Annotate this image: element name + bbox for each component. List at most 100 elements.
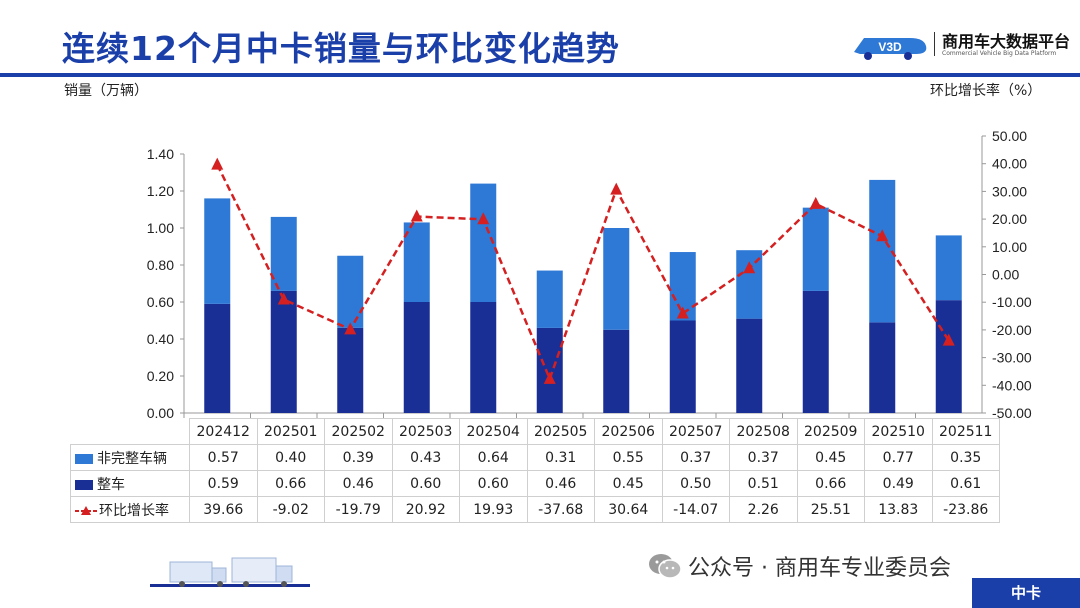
sales-chart: 0.00 0.20 0.40 0.60 0.80 1.00 1.20 1.40 50.00 40.… bbox=[147, 128, 1032, 420]
category-label: 202510 bbox=[864, 418, 933, 445]
right-tick-label: -40.00 bbox=[992, 377, 1032, 393]
rate-value-cell: 30.64 bbox=[594, 496, 663, 523]
account-name: 公众号 · 商用车专业委员会 bbox=[688, 556, 951, 581]
bar-light bbox=[204, 198, 231, 304]
legend-line-label: 环比增长率 bbox=[99, 502, 169, 519]
left-tick-label: 1.40 bbox=[147, 146, 174, 162]
bar-light bbox=[935, 235, 962, 301]
light-value-cell: 0.64 bbox=[459, 444, 528, 471]
dark-value-cell: 0.49 bbox=[864, 470, 933, 497]
right-axis-title: 环比增长率（%） bbox=[930, 83, 1042, 99]
table-row: 整车 0.59 0.66 0.46 0.60 0.60 0.46 0.45 0.50 0.51 0… bbox=[70, 470, 1000, 497]
light-value-cell: 0.40 bbox=[256, 444, 325, 471]
table-row: 环比增长率 39.66 -9.02 -19.79 20.92 19.93 -37.68 30… bbox=[70, 496, 1000, 523]
rate-value-cell: -9.02 bbox=[256, 496, 325, 523]
left-tick-label: 0.80 bbox=[147, 257, 174, 273]
bar-dark bbox=[736, 318, 763, 413]
left-axis-title: 销量（万辆） bbox=[64, 83, 148, 99]
growth-rate-marker bbox=[277, 292, 290, 305]
logo-name: 商用车大数据平台 bbox=[942, 32, 1071, 51]
light-value-cell: 0.39 bbox=[324, 444, 393, 471]
dark-value-cell: 0.51 bbox=[729, 470, 798, 497]
row-label-light: 非完整车辆 bbox=[70, 444, 190, 471]
category-label: 202506 bbox=[594, 418, 663, 445]
dark-bar-swatch bbox=[75, 479, 93, 490]
dark-value-cell: 0.61 bbox=[931, 470, 1000, 497]
right-tick-label: 10.00 bbox=[992, 239, 1027, 255]
right-tick-label: -30.00 bbox=[992, 350, 1032, 366]
growth-rate-marker bbox=[344, 322, 357, 335]
category-label: 202412 bbox=[189, 418, 258, 445]
line-marker-swatch bbox=[75, 505, 97, 515]
category-label: 202508 bbox=[729, 418, 798, 445]
left-tick-label: 0.00 bbox=[147, 405, 174, 420]
bar-light bbox=[270, 216, 297, 291]
bar-dark bbox=[802, 290, 829, 413]
growth-rate-marker bbox=[809, 196, 822, 209]
dark-value-cell: 0.45 bbox=[594, 470, 663, 497]
bar-dark bbox=[204, 303, 231, 413]
bar-light bbox=[337, 255, 364, 328]
table-corner bbox=[70, 418, 190, 445]
rate-value-cell: -19.79 bbox=[324, 496, 393, 523]
trucks-decoration-icon bbox=[150, 557, 310, 587]
growth-rate-marker bbox=[676, 306, 689, 319]
growth-rate-marker bbox=[543, 371, 556, 384]
right-tick-label: 50.00 bbox=[992, 128, 1027, 144]
legend-dark-label: 整车 bbox=[97, 476, 125, 493]
right-tick-label: -10.00 bbox=[992, 294, 1032, 310]
rate-value-cell: -14.07 bbox=[661, 496, 730, 523]
right-tick-label: -50.00 bbox=[992, 405, 1032, 420]
light-value-cell: 0.77 bbox=[864, 444, 933, 471]
bar-dark bbox=[669, 320, 696, 413]
bar-dark bbox=[935, 300, 962, 413]
growth-rate-marker bbox=[942, 333, 955, 346]
bar-dark bbox=[470, 302, 497, 413]
bar-light bbox=[869, 179, 896, 323]
bar-dark bbox=[337, 327, 364, 413]
growth-rate-marker bbox=[211, 157, 224, 170]
dark-value-cell: 0.46 bbox=[526, 470, 595, 497]
logo-mark: V3D bbox=[878, 40, 902, 54]
title-divider bbox=[0, 73, 1080, 77]
category-label: 202511 bbox=[931, 418, 1000, 445]
row-label-dark: 整车 bbox=[70, 470, 190, 497]
category-label: 202503 bbox=[391, 418, 460, 445]
category-label: 202507 bbox=[661, 418, 730, 445]
bar-light bbox=[536, 270, 563, 328]
growth-rate-marker bbox=[876, 229, 889, 242]
bar-dark bbox=[270, 290, 297, 413]
right-tick-label: 40.00 bbox=[992, 156, 1027, 172]
bar-dark bbox=[403, 302, 430, 413]
light-value-cell: 0.45 bbox=[796, 444, 865, 471]
dark-value-cell: 0.60 bbox=[459, 470, 528, 497]
light-value-cell: 0.55 bbox=[594, 444, 663, 471]
logo-separator bbox=[934, 32, 935, 56]
right-tick-label: 30.00 bbox=[992, 183, 1027, 199]
page-title: 连续12个月中卡销量与环比变化趋势 bbox=[62, 29, 620, 68]
left-tick-label: 0.60 bbox=[147, 294, 174, 310]
rate-value-cell: 2.26 bbox=[729, 496, 798, 523]
growth-rate-line bbox=[216, 164, 950, 383]
dark-value-cell: 0.59 bbox=[189, 470, 258, 497]
logo-subtitle: Commercial Vehicle Big Data Platform bbox=[942, 50, 1057, 57]
light-value-cell: 0.37 bbox=[729, 444, 798, 471]
light-value-cell: 0.57 bbox=[189, 444, 258, 471]
rate-value-cell: 39.66 bbox=[189, 496, 258, 523]
right-tick-label: 20.00 bbox=[992, 211, 1027, 227]
category-label: 202502 bbox=[324, 418, 393, 445]
rate-value-cell: -37.68 bbox=[526, 496, 595, 523]
growth-rate-marker bbox=[410, 209, 423, 222]
legend-light-label: 非完整车辆 bbox=[97, 450, 167, 467]
rate-value-cell: -23.86 bbox=[931, 496, 1000, 523]
light-bar-swatch bbox=[75, 453, 93, 464]
category-label: 202509 bbox=[796, 418, 865, 445]
category-label: 202504 bbox=[459, 418, 528, 445]
dark-value-cell: 0.66 bbox=[796, 470, 865, 497]
wechat-icon bbox=[649, 554, 682, 579]
dark-value-cell: 0.60 bbox=[391, 470, 460, 497]
dark-value-cell: 0.46 bbox=[324, 470, 393, 497]
light-value-cell: 0.37 bbox=[661, 444, 730, 471]
row-label-line: 环比增长率 bbox=[70, 496, 190, 523]
data-table: 202412 202501 202502 202503 202504 202505 2025… bbox=[70, 418, 1000, 523]
